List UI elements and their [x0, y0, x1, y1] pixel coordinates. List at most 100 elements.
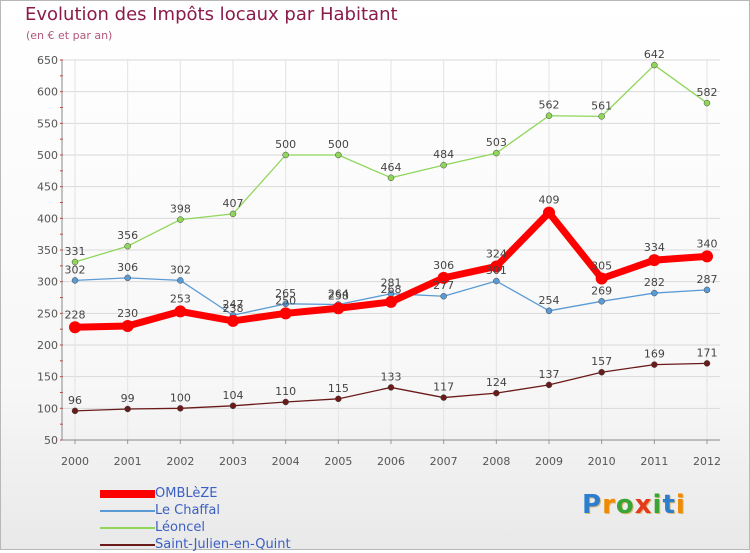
data-point-saint-julien-en-quint [598, 368, 605, 376]
y-tick-label: 500 [37, 149, 58, 162]
data-point-saint-julien-en-quint [177, 405, 184, 412]
data-label-saint-julien-en-quint: 157 [591, 355, 612, 368]
data-point-le-chaffal [493, 277, 500, 285]
data-point-saint-julien-en-quint [282, 398, 289, 406]
data-label-l-oncel: 500 [328, 138, 349, 151]
data-label-saint-julien-en-quint: 96 [68, 394, 82, 407]
legend-swatch [100, 526, 155, 529]
data-point-ombl-ze [701, 250, 713, 263]
data-label-saint-julien-en-quint: 99 [121, 392, 135, 405]
y-tick-label: 100 [37, 402, 58, 415]
data-label-le-chaffal: 306 [117, 261, 138, 274]
axis-layer: 50 100 150 200 250 300 350 400 450 500 550 600 650 20… [37, 54, 721, 468]
x-tick-label: 2006 [377, 455, 405, 468]
data-label-saint-julien-en-quint: 104 [223, 389, 244, 402]
legend-item: Saint-Julien-en-Quint [100, 536, 291, 553]
data-label-ombl-ze: 334 [644, 241, 665, 254]
data-point-le-chaffal [703, 286, 711, 294]
data-point-le-chaffal [177, 277, 184, 284]
data-label-le-chaffal: 302 [65, 263, 86, 276]
data-label-l-oncel: 561 [591, 99, 612, 112]
data-label-le-chaffal: 287 [697, 273, 718, 286]
data-label-ombl-ze: 340 [697, 237, 718, 250]
data-label-ombl-ze: 409 [539, 194, 560, 207]
data-point-l-oncel [177, 216, 184, 223]
x-tick-label: 2008 [482, 455, 510, 468]
data-label-saint-julien-en-quint: 133 [381, 370, 402, 383]
y-tick-label: 250 [37, 307, 58, 320]
legend-label: Le Chaffal [155, 503, 220, 518]
x-tick-label: 2012 [693, 455, 721, 468]
data-point-ombl-ze [279, 307, 292, 320]
legend-swatch [100, 509, 155, 512]
y-tick-label: 50 [44, 434, 58, 447]
data-label-ombl-ze: 324 [486, 247, 507, 260]
data-point-ombl-ze [332, 302, 345, 315]
y-tick-label: 450 [37, 181, 58, 194]
y-tick-label: 400 [37, 212, 58, 225]
y-tick-label: 150 [37, 371, 58, 384]
data-label-le-chaffal: 254 [539, 294, 560, 307]
data-point-le-chaffal [71, 277, 79, 284]
data-label-ombl-ze: 258 [328, 289, 349, 302]
data-point-ombl-ze [174, 305, 187, 318]
y-tick-label: 650 [37, 54, 58, 67]
data-label-l-oncel: 582 [697, 86, 718, 99]
data-label-le-chaffal: 265 [275, 287, 296, 300]
proxiti-logo: Proxiti [582, 490, 686, 520]
x-tick-label: 2009 [535, 455, 563, 468]
y-tick-label: 350 [37, 244, 58, 257]
y-tick-label: 600 [37, 86, 58, 99]
x-tick-label: 2011 [640, 455, 668, 468]
data-label-le-chaffal: 282 [644, 276, 665, 289]
data-label-le-chaffal: 264 [328, 287, 349, 300]
legend-item: Léoncel [100, 519, 291, 536]
data-label-ombl-ze: 253 [170, 292, 191, 305]
y-tick-label: 550 [37, 117, 58, 130]
data-point-l-oncel [440, 161, 447, 169]
logo-letter: r [602, 490, 616, 520]
data-point-saint-julien-en-quint [229, 402, 237, 410]
data-point-saint-julien-en-quint [493, 389, 500, 397]
data-point-le-chaffal [651, 289, 658, 297]
legend-label: Saint-Julien-en-Quint [155, 537, 291, 552]
data-label-ombl-ze: 268 [381, 283, 402, 296]
data-label-layer: 96 99 100 104 110 115 133 117 124 137 157 169 171 331… [65, 48, 718, 407]
data-point-ombl-ze [648, 254, 661, 267]
data-point-l-oncel [124, 242, 131, 250]
data-label-le-chaffal: 277 [433, 279, 454, 292]
logo-letter: x [634, 490, 653, 520]
data-label-l-oncel: 562 [539, 99, 560, 112]
data-label-ombl-ze: 230 [117, 307, 138, 320]
data-label-saint-julien-en-quint: 169 [644, 348, 665, 361]
logo-letter: i [652, 490, 663, 520]
logo-letter: P [582, 490, 603, 520]
chart-title: Evolution des Impôts locaux par Habitant [25, 4, 398, 25]
legend-label: Léoncel [155, 520, 205, 535]
data-point-l-oncel [335, 151, 342, 159]
legend-swatch [100, 489, 155, 498]
logo-letter: o [615, 490, 635, 520]
grid-layer [62, 59, 720, 441]
data-point-le-chaffal [440, 292, 447, 300]
y-tick-label: 200 [37, 339, 58, 352]
data-point-saint-julien-en-quint [703, 360, 711, 367]
logo-letter: i [675, 490, 686, 520]
data-point-l-oncel [387, 174, 395, 182]
data-label-l-oncel: 331 [65, 245, 86, 258]
data-point-ombl-ze [543, 206, 555, 219]
data-point-ombl-ze [385, 295, 397, 308]
data-point-ombl-ze [595, 272, 608, 285]
data-point-ombl-ze [69, 321, 81, 334]
data-label-ombl-ze: 306 [433, 259, 454, 272]
data-point-l-oncel [651, 61, 658, 69]
chart-subtitle: (en € et par an) [26, 29, 113, 42]
legend-item: OMBLèZE [100, 485, 291, 502]
data-point-l-oncel [229, 210, 237, 218]
x-tick-label: 2001 [114, 455, 142, 468]
data-label-saint-julien-en-quint: 137 [539, 368, 560, 381]
legend-label: OMBLèZE [155, 486, 218, 501]
x-tick-label: 2010 [588, 455, 616, 468]
x-tick-label: 2000 [61, 455, 89, 468]
